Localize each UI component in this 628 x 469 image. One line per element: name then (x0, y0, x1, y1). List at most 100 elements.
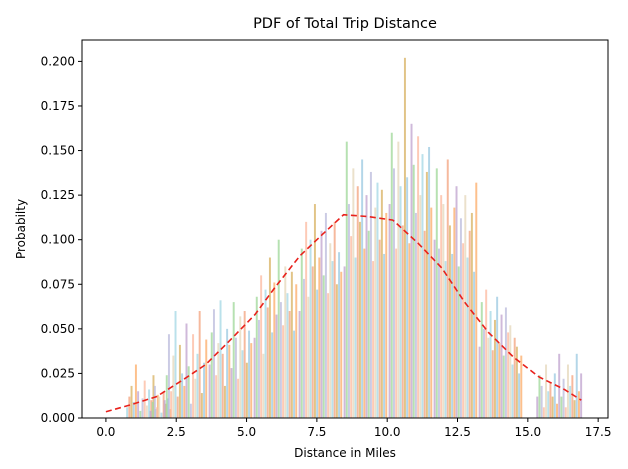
bar (571, 375, 574, 418)
bar (148, 389, 151, 418)
bar (268, 257, 271, 418)
bar (290, 271, 293, 418)
bar (189, 403, 192, 418)
bar (428, 146, 431, 419)
bar (536, 396, 539, 418)
bar (446, 159, 449, 418)
bar (542, 407, 545, 418)
bar (158, 396, 161, 418)
bar (320, 230, 323, 418)
bar (295, 284, 298, 418)
bar (145, 405, 148, 418)
bar (232, 302, 235, 418)
bar (399, 186, 402, 418)
bar (383, 253, 386, 418)
y-tick-label: 0.025 (41, 366, 75, 380)
bar (354, 257, 357, 418)
plot-frame (81, 39, 609, 419)
bar (547, 391, 550, 418)
bar (255, 296, 258, 418)
bar (473, 271, 476, 418)
bar (150, 400, 153, 418)
bar (327, 293, 330, 418)
bar (130, 385, 133, 418)
bar (160, 412, 163, 418)
bar (279, 302, 282, 418)
bar (174, 311, 177, 418)
bar (309, 239, 312, 418)
bar (453, 207, 456, 418)
bar (149, 410, 152, 418)
bar (569, 385, 572, 418)
bar (248, 330, 251, 418)
bar (378, 239, 381, 418)
bar (139, 410, 142, 418)
bar (181, 373, 184, 418)
bar (437, 248, 440, 418)
bar (491, 350, 494, 418)
bar (425, 171, 428, 418)
bar (470, 212, 473, 418)
bar (549, 382, 552, 418)
bar (577, 391, 580, 418)
bar (286, 293, 289, 418)
bar (361, 159, 364, 418)
bar (264, 289, 267, 418)
bar (417, 136, 420, 418)
bar (241, 350, 244, 418)
bar (376, 182, 379, 418)
bar (156, 394, 159, 418)
bar (365, 195, 368, 418)
bar (356, 186, 359, 418)
bar (560, 396, 563, 418)
bar (298, 311, 301, 418)
y-tick-label: 0.075 (41, 277, 75, 291)
y-tick-label: 0.150 (41, 144, 75, 158)
bar (307, 296, 310, 418)
bar (421, 154, 424, 419)
y-axis-label: Probabilty (14, 199, 28, 259)
bar (562, 378, 565, 418)
bar (245, 362, 248, 418)
bar (406, 177, 409, 418)
bar (358, 221, 361, 418)
bar (126, 407, 129, 418)
bar (440, 195, 443, 418)
bar (350, 236, 353, 418)
bar (430, 207, 433, 418)
bar (176, 396, 179, 418)
bar (237, 378, 240, 418)
bar (143, 380, 146, 418)
bar (540, 385, 543, 418)
bar (444, 261, 447, 418)
bar (480, 302, 483, 418)
x-axis-label: Distance in Miles (294, 446, 396, 460)
bar (455, 186, 458, 418)
bar (228, 344, 231, 418)
bar (401, 225, 404, 418)
bar (141, 398, 144, 418)
bar (156, 407, 159, 418)
bar (518, 373, 521, 418)
bar (163, 400, 166, 418)
bar (367, 230, 370, 418)
bar (403, 57, 406, 418)
bar (397, 141, 400, 418)
bar (194, 378, 197, 418)
y-tick-label: 0.000 (41, 411, 75, 425)
bar (459, 218, 462, 418)
bar (558, 353, 561, 418)
bar (187, 366, 190, 418)
bar (338, 252, 341, 418)
bar (462, 243, 465, 418)
bar (152, 375, 155, 418)
bar (496, 296, 499, 418)
bar (410, 123, 413, 419)
bar (390, 132, 393, 418)
bar (448, 225, 451, 418)
bar (200, 393, 203, 418)
bar (433, 239, 436, 418)
bar (293, 330, 296, 418)
bar (205, 339, 208, 418)
